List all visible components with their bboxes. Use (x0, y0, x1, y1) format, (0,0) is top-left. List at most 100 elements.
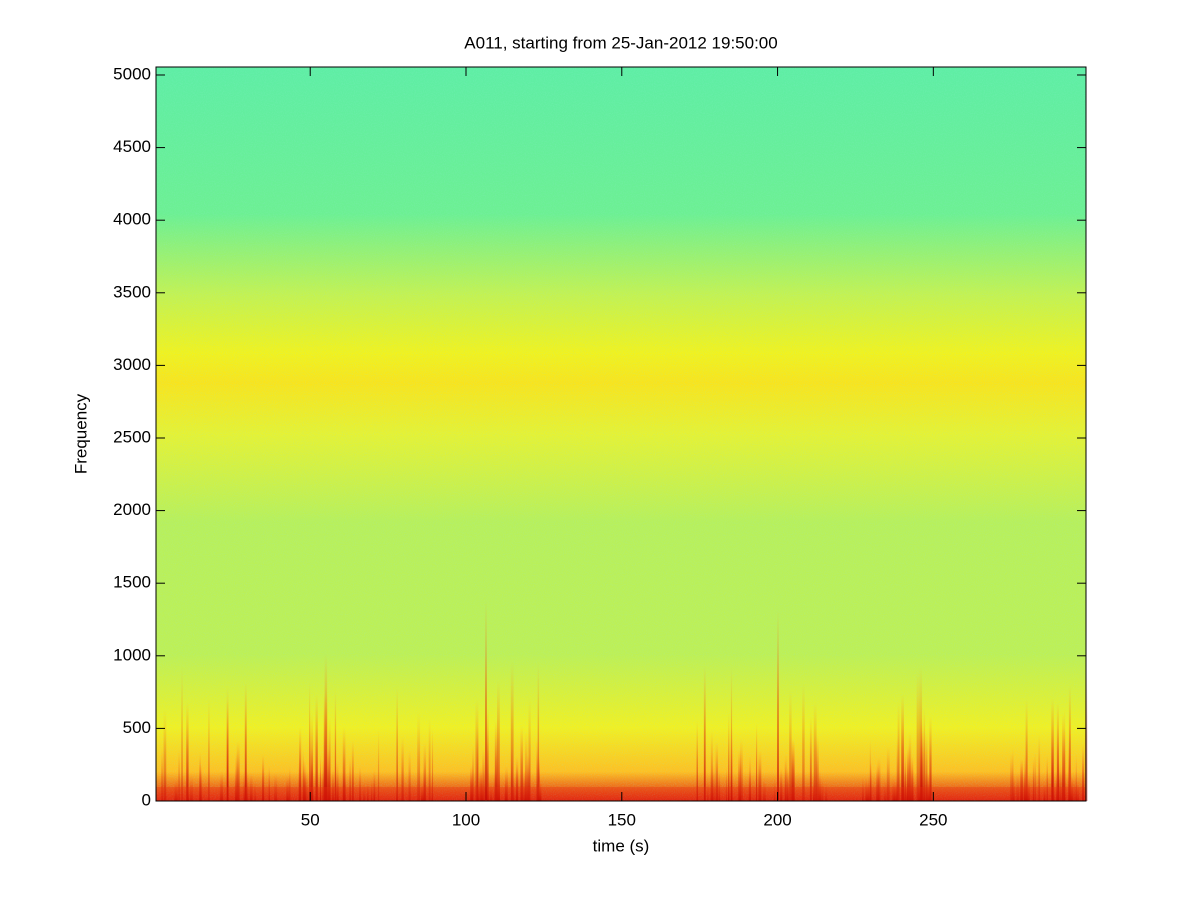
streak (359, 766, 362, 801)
streak (927, 772, 931, 801)
y-tick-label: 500 (123, 718, 151, 737)
streak (174, 778, 176, 801)
streak (1076, 779, 1079, 801)
streak (525, 762, 528, 801)
streak (475, 699, 479, 801)
streak (777, 610, 779, 800)
streak (923, 708, 926, 801)
streak (1043, 780, 1046, 801)
streak (892, 778, 896, 801)
streak (244, 682, 247, 801)
y-tick-label: 3000 (113, 355, 151, 374)
streak (520, 725, 523, 801)
streak (925, 731, 928, 801)
streak (289, 766, 291, 801)
streak (816, 735, 819, 801)
streak (904, 751, 906, 801)
streak (249, 772, 253, 801)
streak (728, 713, 730, 801)
streak (178, 749, 180, 801)
streak (929, 715, 932, 801)
streak (220, 770, 224, 801)
streak (510, 661, 514, 801)
x-tick-label: 200 (763, 810, 791, 829)
streak (1016, 772, 1020, 801)
streak (877, 757, 881, 801)
streak (262, 754, 265, 801)
streak (199, 752, 201, 801)
streak (911, 767, 914, 801)
streak (1060, 764, 1064, 801)
streak (1068, 768, 1070, 801)
streak (470, 765, 473, 801)
streak (377, 729, 380, 801)
plot-box (155, 66, 1087, 802)
streak (371, 777, 373, 801)
streak (1068, 685, 1071, 801)
streak (1038, 733, 1041, 801)
streak (472, 745, 475, 801)
y-tick-label: 2500 (113, 427, 151, 446)
streak (730, 727, 733, 801)
streak (802, 683, 805, 801)
streak (431, 728, 434, 801)
streak (537, 662, 540, 801)
streak (813, 702, 817, 801)
streak (792, 739, 795, 801)
streak (199, 758, 201, 801)
streak (286, 775, 289, 801)
streak (919, 666, 923, 801)
chart-title: A011, starting from 25-Jan-2012 19:50:00 (464, 33, 777, 52)
y-tick-label: 2000 (113, 500, 151, 519)
streak (763, 777, 766, 801)
streak (246, 769, 249, 801)
streak (396, 687, 399, 801)
streak (786, 767, 789, 801)
streak (813, 776, 815, 801)
streak (1075, 754, 1077, 801)
streak (331, 768, 335, 801)
y-tick-label: 3500 (113, 282, 151, 301)
streak (161, 747, 164, 801)
streak (907, 745, 911, 801)
streak (417, 712, 421, 801)
streak (322, 758, 325, 801)
streak (1058, 760, 1061, 801)
streak (199, 764, 203, 801)
streak (780, 767, 783, 801)
streak (226, 687, 229, 801)
streak (1025, 699, 1028, 801)
streak (1012, 748, 1014, 801)
streak (327, 749, 330, 801)
streak (323, 694, 326, 801)
streak (818, 767, 821, 801)
streak (528, 698, 531, 801)
streak (696, 720, 698, 801)
streak (1023, 772, 1027, 801)
streak (486, 707, 489, 801)
streak (186, 702, 189, 801)
streak (1025, 764, 1028, 801)
streak (396, 780, 398, 801)
streak (820, 776, 824, 801)
streak (336, 774, 339, 801)
streak (310, 712, 314, 801)
streak (538, 778, 542, 801)
streak (784, 760, 787, 801)
streak (268, 765, 270, 801)
streak (181, 667, 183, 801)
streak (494, 720, 498, 801)
streak (428, 718, 431, 801)
streak (758, 750, 762, 801)
streak (896, 736, 898, 801)
streak (298, 760, 301, 801)
streak (342, 726, 346, 801)
streak (497, 768, 501, 801)
streak (774, 778, 776, 801)
streak (373, 769, 376, 801)
streak (527, 754, 530, 801)
streak (485, 600, 487, 800)
streak (1010, 752, 1013, 801)
streak (309, 681, 311, 801)
